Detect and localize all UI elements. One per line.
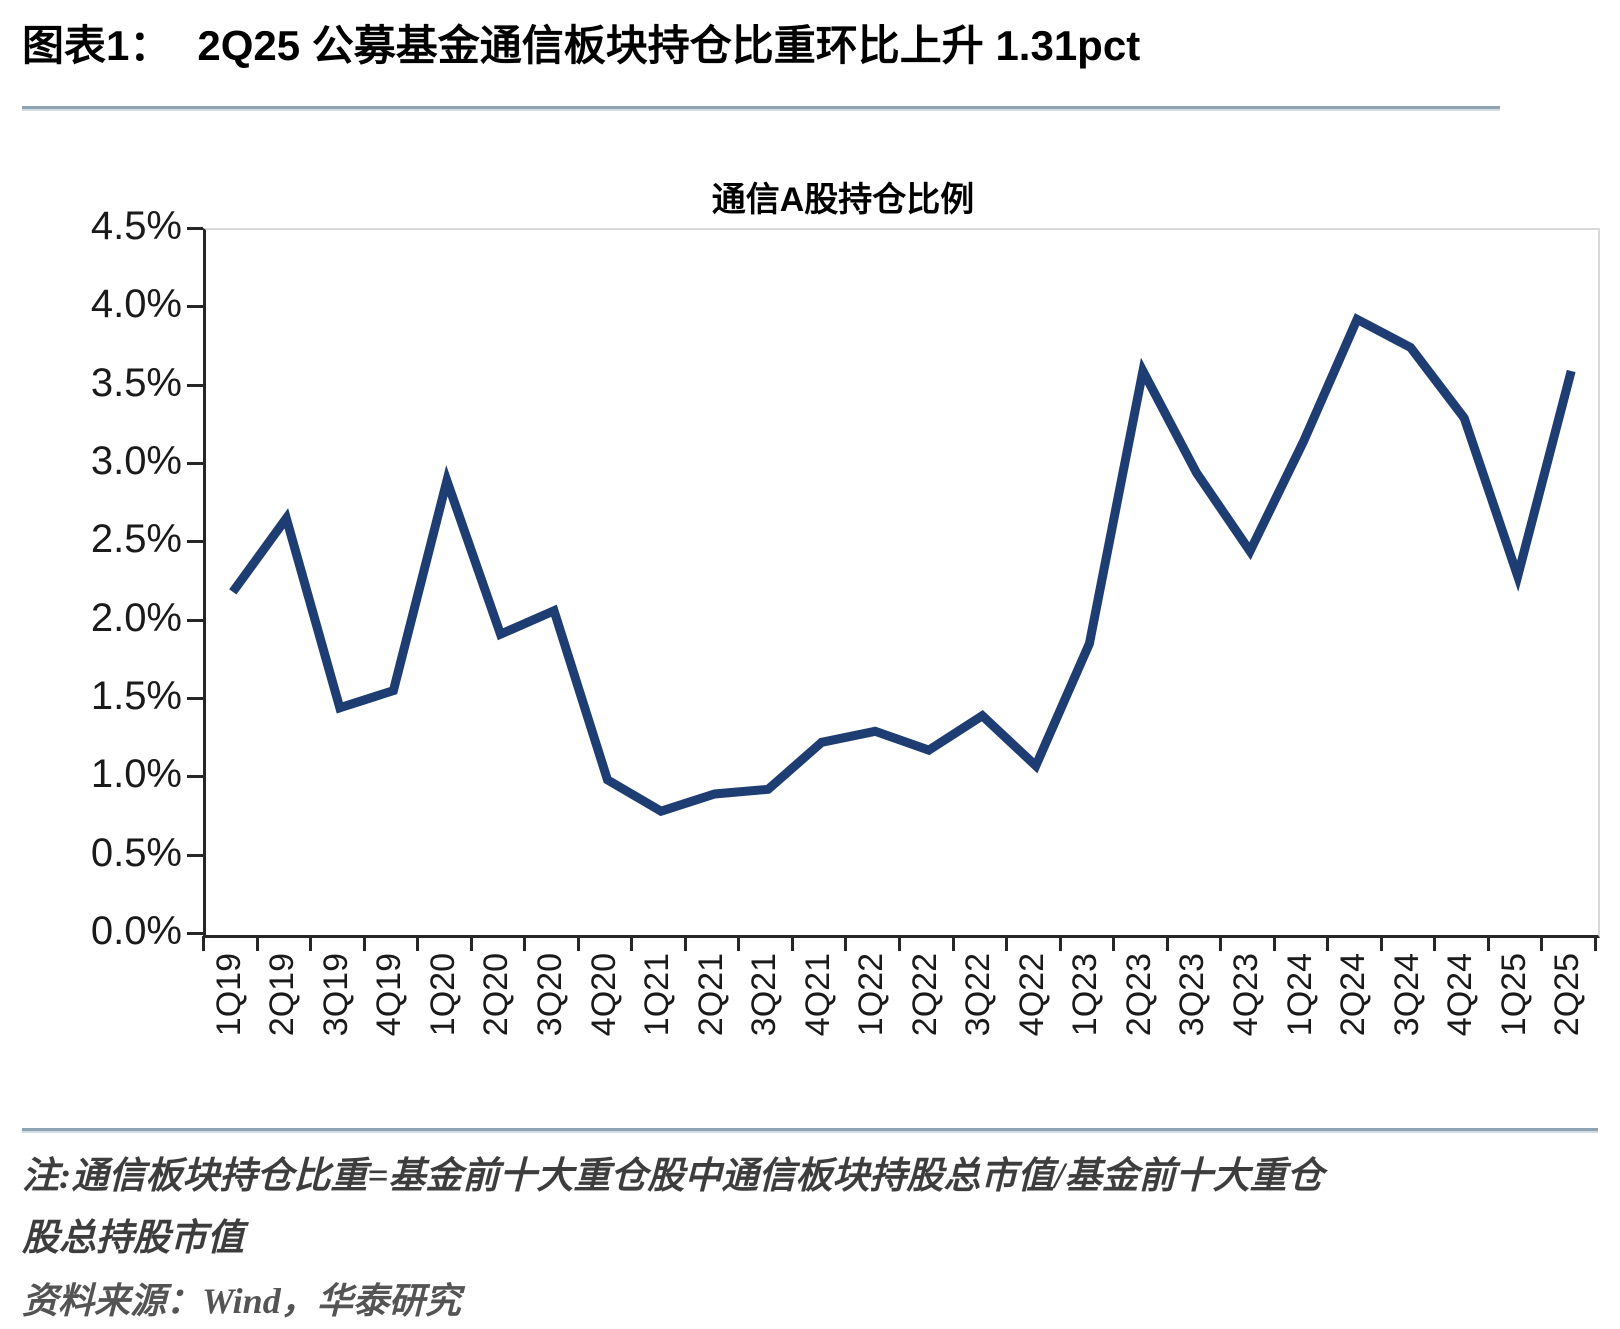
x-axis-tick: [202, 936, 205, 951]
y-axis-label: 3.0%: [90, 439, 182, 483]
x-axis-label: 4Q20: [584, 953, 623, 1037]
x-axis-label: 2Q21: [691, 953, 730, 1037]
x-axis-label: 3Q22: [959, 953, 998, 1037]
x-axis-tick: [523, 936, 527, 951]
x-axis-tick: [469, 936, 473, 951]
x-axis-label: 2Q20: [477, 953, 516, 1037]
x-axis-tick: [1112, 936, 1116, 951]
figure-label: 图表1：: [22, 22, 172, 69]
x-axis-tick: [416, 936, 420, 951]
x-axis-tick: [1379, 936, 1383, 951]
x-axis-tick: [898, 936, 901, 951]
y-axis-tick: [187, 853, 203, 857]
x-axis-tick: [683, 936, 687, 951]
x-axis-tick: [737, 936, 741, 951]
y-axis-label: 0.5%: [90, 830, 182, 875]
figure-title: 图表1： 2Q25 公募基金通信板块持仓比重环比上升 1.31pct: [22, 12, 1582, 73]
x-axis-label: 4Q24: [1441, 953, 1480, 1037]
y-axis-tick: [187, 618, 203, 622]
x-axis-tick: [309, 936, 313, 951]
x-axis-tick: [1433, 936, 1437, 951]
x-axis-label: 1Q25: [1494, 953, 1533, 1037]
y-axis-tick: [187, 227, 203, 230]
x-axis-label: 3Q23: [1173, 953, 1212, 1037]
y-axis-tick: [187, 462, 203, 465]
x-axis-label: 1Q21: [638, 953, 677, 1037]
footer-divider: [22, 1128, 1598, 1133]
x-axis-tick: [255, 936, 259, 951]
x-axis-tick: [790, 936, 794, 951]
x-axis-label: 3Q19: [316, 953, 355, 1037]
x-axis-tick: [951, 936, 955, 951]
x-axis-tick: [1272, 936, 1276, 951]
y-axis-tick: [187, 932, 203, 935]
x-axis-tick: [844, 936, 848, 951]
x-axis-tick: [630, 936, 634, 951]
x-axis-tick: [1058, 936, 1062, 951]
x-axis-tick: [362, 936, 366, 951]
y-axis-label: 1.5%: [90, 674, 182, 718]
footnote: 注:通信板块持仓比重=基金前十大重仓股中通信板块持股总市值/基金前十大重仓 股总…: [22, 1146, 1598, 1270]
x-axis-label: 3Q21: [745, 953, 784, 1037]
x-axis-label: 3Q20: [531, 953, 569, 1037]
x-axis-label: 1Q19: [209, 953, 248, 1037]
footnote-line: 注:通信板块持仓比重=基金前十大重仓股中通信板块持股总市值/基金前十大重仓: [22, 1156, 1324, 1197]
x-axis-label: 1Q20: [423, 953, 462, 1037]
x-axis-tick: [1540, 936, 1544, 951]
y-axis-label: 1.0%: [90, 752, 182, 797]
x-axis-tick: [1594, 936, 1597, 951]
x-axis-label: 2Q24: [1334, 953, 1373, 1037]
x-axis-tick: [1219, 936, 1223, 951]
x-axis-label: 2Q19: [263, 953, 302, 1037]
y-axis-tick: [187, 775, 203, 779]
plot-area: [203, 228, 1600, 938]
x-axis-tick: [576, 936, 580, 951]
x-axis-label: 1Q23: [1066, 953, 1105, 1037]
figure-title-text: 2Q25 公募基金通信板块持仓比重环比上升 1.31pct: [197, 22, 1141, 69]
series-line: [229, 313, 1576, 817]
y-axis-tick: [187, 383, 203, 387]
x-axis-label: 1Q24: [1280, 953, 1319, 1037]
title-divider: [22, 106, 1500, 111]
x-axis-label: 1Q22: [852, 953, 891, 1037]
x-axis-tick: [1005, 936, 1009, 951]
x-axis-label: 2Q23: [1119, 953, 1158, 1037]
x-axis-label: 2Q22: [905, 953, 944, 1037]
x-axis-tick: [1165, 936, 1169, 951]
x-axis-label: 4Q19: [370, 953, 409, 1037]
x-axis-tick: [1326, 936, 1330, 951]
y-axis-label: 4.5%: [90, 204, 182, 248]
line-chart-plot: [229, 313, 1576, 817]
y-axis-label: 2.0%: [90, 595, 182, 640]
source-line: 资料来源：Wind，华泰研究: [22, 1281, 461, 1321]
y-axis-label: 2.5%: [90, 517, 182, 562]
x-axis-tick: [1486, 936, 1490, 951]
y-axis-label: 0.0%: [90, 909, 182, 953]
y-axis-tick: [187, 305, 203, 309]
y-axis-tick: [187, 540, 203, 544]
chart-title: 通信A股持仓比例: [711, 181, 975, 219]
x-axis-label: 4Q22: [1012, 953, 1051, 1037]
y-axis-tick: [187, 697, 203, 700]
x-axis-label: 3Q24: [1387, 953, 1426, 1037]
x-axis-label: 4Q23: [1227, 953, 1265, 1037]
y-axis-label: 4.0%: [90, 282, 182, 327]
footnote-line: 股总持股市值: [22, 1218, 244, 1259]
y-axis-label: 3.5%: [90, 360, 182, 405]
x-axis-label: 4Q21: [798, 953, 837, 1037]
x-axis-label: 2Q25: [1548, 953, 1587, 1037]
